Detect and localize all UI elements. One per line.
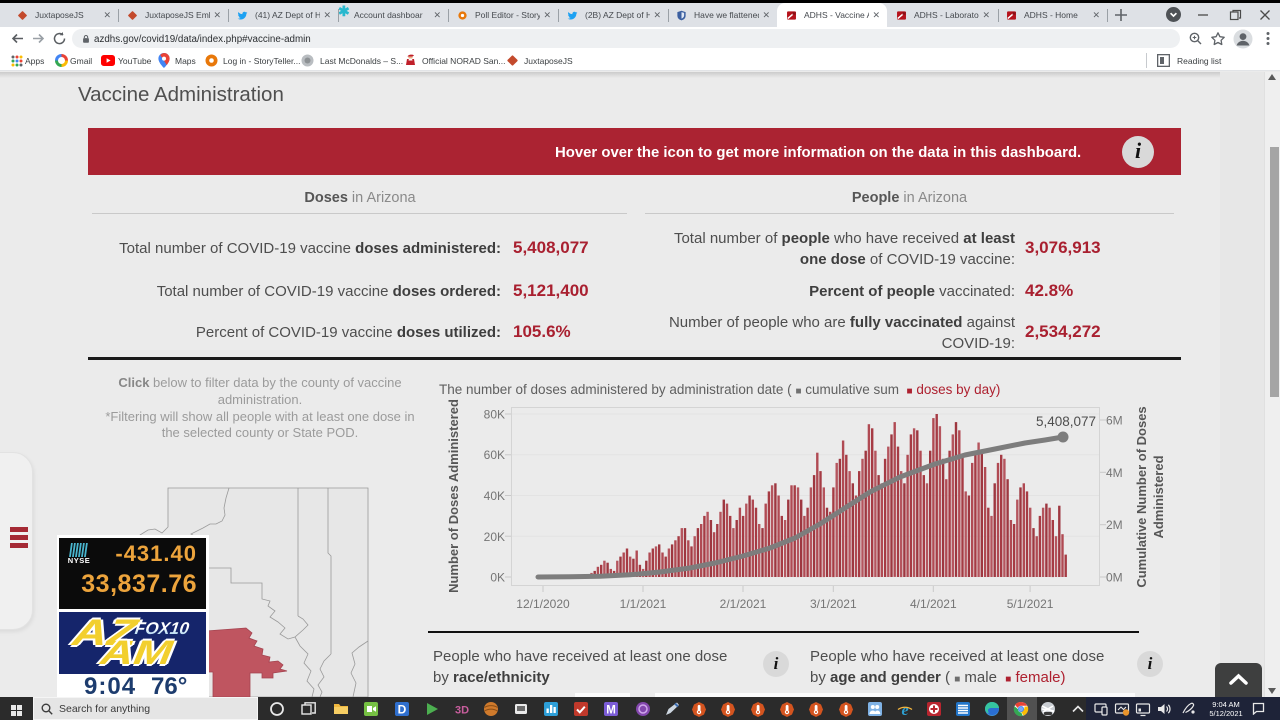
svg-text:3D: 3D <box>455 705 469 717</box>
svg-text:40K: 40K <box>484 489 505 503</box>
svg-text:4M: 4M <box>1106 466 1123 480</box>
svg-text:12/1/2020: 12/1/2020 <box>516 597 570 611</box>
svg-text:1/1/2021: 1/1/2021 <box>620 597 667 611</box>
svg-text:2/1/2021: 2/1/2021 <box>720 597 767 611</box>
svg-text:5,408,077: 5,408,077 <box>1036 414 1096 429</box>
svg-text:6M: 6M <box>1106 414 1123 428</box>
svg-text:60K: 60K <box>484 448 505 462</box>
svg-text:Number of Doses Administered: Number of Doses Administered <box>446 399 461 593</box>
svg-text:M: M <box>606 705 616 717</box>
svg-text:0M: 0M <box>1106 571 1123 585</box>
svg-text:e: e <box>901 702 908 717</box>
svg-text:4/1/2021: 4/1/2021 <box>910 597 957 611</box>
svg-text:20K: 20K <box>484 530 505 544</box>
svg-text:5/1/2021: 5/1/2021 <box>1007 597 1054 611</box>
svg-text:80K: 80K <box>484 408 505 422</box>
svg-text:3/1/2021: 3/1/2021 <box>810 597 857 611</box>
svg-text:2M: 2M <box>1106 518 1123 532</box>
svg-text:0K: 0K <box>490 571 505 585</box>
svg-text:D: D <box>398 703 407 717</box>
